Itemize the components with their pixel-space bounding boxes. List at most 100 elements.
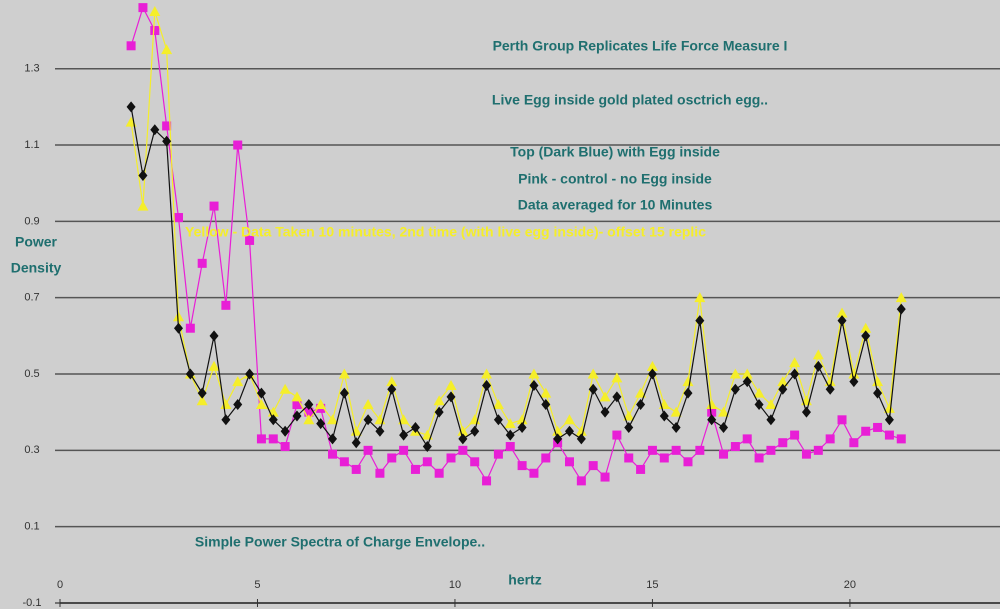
point <box>778 383 788 395</box>
point <box>529 468 539 478</box>
point <box>541 399 551 411</box>
point <box>564 425 574 437</box>
point <box>861 330 871 342</box>
point <box>172 311 184 322</box>
x-tick-label: 5 <box>254 579 260 591</box>
point <box>126 41 136 51</box>
point <box>624 421 634 433</box>
point <box>233 399 243 411</box>
point <box>611 372 623 383</box>
point <box>600 472 610 482</box>
x-tick-label: 15 <box>646 579 658 591</box>
point <box>315 399 327 410</box>
point <box>765 399 777 410</box>
point <box>351 437 361 449</box>
point <box>161 44 173 55</box>
point <box>694 292 706 303</box>
y-tick-label: 0.9 <box>24 215 39 227</box>
point <box>292 410 302 422</box>
y-axis-label: Density <box>11 260 62 276</box>
point <box>849 438 859 448</box>
point <box>410 421 420 433</box>
point <box>600 406 610 418</box>
point <box>268 414 278 426</box>
y-tick-label: 0.1 <box>24 521 39 533</box>
point <box>138 3 148 13</box>
point <box>458 433 468 445</box>
point <box>777 376 789 387</box>
point <box>636 399 646 411</box>
y-tick-label: 0.5 <box>24 368 39 380</box>
point <box>481 368 493 379</box>
point <box>150 124 160 136</box>
point <box>588 383 598 395</box>
point <box>398 414 410 425</box>
annotation: Perth Group Replicates Life Force Measur… <box>493 38 788 54</box>
point <box>730 383 740 395</box>
point <box>493 414 503 426</box>
point <box>671 445 681 455</box>
point <box>316 418 326 430</box>
point <box>208 360 220 371</box>
point <box>445 379 457 390</box>
point <box>861 426 871 436</box>
y-tick-label: 0.7 <box>24 292 39 304</box>
point <box>895 292 907 303</box>
point <box>470 457 480 467</box>
point <box>848 368 860 379</box>
point <box>457 425 469 436</box>
point <box>563 414 575 425</box>
point <box>327 414 339 425</box>
point <box>387 383 397 395</box>
point <box>399 445 409 455</box>
point <box>789 357 801 368</box>
point <box>338 368 350 379</box>
point <box>197 258 207 268</box>
point <box>635 387 647 398</box>
annotation: Live Egg inside gold plated osctrich egg… <box>492 92 768 108</box>
point <box>304 399 314 411</box>
point <box>363 414 373 426</box>
point <box>576 476 586 486</box>
x-tick-label: 10 <box>449 579 461 591</box>
point <box>434 406 444 418</box>
point <box>813 445 823 455</box>
point <box>304 407 314 417</box>
point <box>884 430 894 440</box>
point <box>706 399 718 410</box>
point <box>612 391 622 403</box>
point <box>375 425 385 437</box>
point <box>883 402 895 413</box>
point <box>801 406 811 418</box>
point <box>209 201 219 211</box>
point <box>387 453 397 463</box>
point <box>303 414 315 425</box>
point <box>291 391 303 402</box>
point <box>470 425 480 437</box>
point <box>280 442 290 452</box>
point <box>741 368 753 379</box>
point <box>860 322 872 333</box>
point <box>196 395 208 406</box>
point <box>529 379 539 391</box>
point <box>505 429 515 441</box>
point <box>719 421 729 433</box>
point <box>493 449 503 459</box>
y-tick-label: 0.3 <box>24 444 39 456</box>
point <box>849 376 859 388</box>
point <box>221 300 231 310</box>
x-tick-label: 20 <box>844 579 856 591</box>
point <box>729 368 741 379</box>
point <box>778 438 788 448</box>
x-tick-label: 0 <box>57 579 63 591</box>
point <box>754 453 764 463</box>
point <box>599 391 611 402</box>
point <box>482 476 492 486</box>
point <box>185 323 195 333</box>
point <box>766 445 776 455</box>
point <box>458 445 468 455</box>
y-tick-label: 1.3 <box>24 63 39 75</box>
point <box>410 464 420 474</box>
